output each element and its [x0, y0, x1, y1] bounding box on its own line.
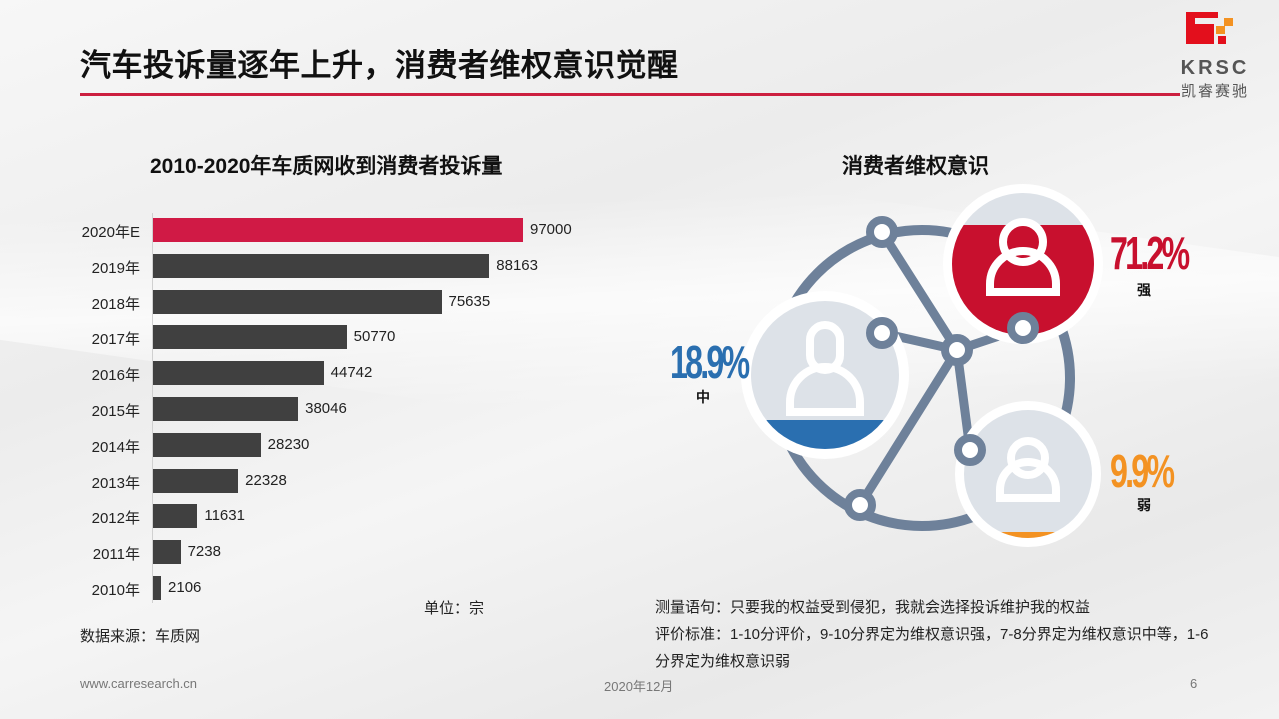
weak-avatar-circle: [955, 401, 1101, 547]
bar: [153, 468, 239, 493]
bar-value-label: 44742: [330, 364, 373, 382]
medium-percentage: 18.9%: [670, 336, 750, 388]
bar-row: 2012年 11631: [60, 499, 620, 535]
bar-value-label: 28230: [267, 435, 310, 453]
footer-date: 2020年12月: [604, 679, 674, 694]
awareness-chart-title: 消费者维权意识: [842, 155, 989, 178]
bar-row: 2013年 22328: [60, 464, 620, 500]
bar-row: 2018年 75635: [60, 285, 620, 321]
footer-url: www.carresearch.cn: [80, 676, 198, 691]
bar-category-label: 2011年: [92, 546, 140, 564]
bar-value-label: 50770: [353, 328, 396, 346]
data-source: 数据来源：车质网: [80, 628, 201, 645]
bar-category-label: 2014年: [91, 438, 140, 456]
complaints-bar-chart: 2020年E 97000 2019年 88163 2018年 75635 2017年 5077…: [60, 213, 620, 608]
bar-row: 2017年 50770: [60, 320, 620, 356]
bar: [153, 253, 490, 278]
bar-value-label: 7238: [187, 543, 221, 561]
logo-text: KRSC: [1180, 57, 1250, 79]
bar-value-label: 11631: [204, 507, 245, 525]
bar-row: 2011年 7238: [60, 535, 620, 571]
title-divider: [80, 93, 1180, 96]
bar-row: 2020年E 97000: [60, 213, 620, 249]
page-title: 汽车投诉量逐年上升，消费者维权意识觉醒: [80, 48, 679, 83]
bar-value-label: 75635: [448, 292, 491, 310]
weak-label: 弱: [1137, 497, 1151, 513]
strong-label: 强: [1137, 282, 1151, 298]
bar-value-label: 2106: [168, 579, 202, 596]
bar-category-label: 2020年E: [81, 224, 140, 241]
bar-value-label: 97000: [530, 221, 572, 238]
bar: [153, 289, 442, 314]
network-illustration: [741, 184, 1103, 547]
krsc-logo: KRSC 凯睿赛驰: [1160, 10, 1270, 100]
bar-category-label: 2017年: [91, 331, 140, 349]
bar-category-label: 2019年: [91, 259, 140, 277]
bar: [153, 361, 324, 386]
bar-category-label: 2013年: [91, 474, 140, 492]
unit-label: 单位：宗: [424, 600, 485, 617]
bar-row: 2015年 38046: [60, 392, 620, 428]
bar-row: 2019年 88163: [60, 249, 620, 285]
bar-category-label: 2015年: [91, 403, 140, 420]
bar-category-label: 2018年: [91, 295, 140, 313]
bar: [153, 397, 299, 421]
bar-category-label: 2012年: [91, 510, 140, 528]
bar-row: 2016年 44742: [60, 356, 620, 392]
measurement-notes: 测量语句：只要我的权益受到侵犯，我就会选择投诉维护我的权益 评价标准：1-10分…: [655, 594, 1215, 675]
bar: [153, 432, 261, 457]
strong-avatar-circle: [943, 184, 1103, 344]
bar-value-label: 38046: [305, 400, 347, 417]
medium-avatar-circle: [741, 291, 909, 459]
bar: [153, 504, 198, 529]
weak-percentage: 9.9%: [1110, 445, 1175, 497]
bar-row: 2010年 2106: [60, 571, 620, 607]
bar: [153, 540, 181, 565]
bar-value-label: 88163: [496, 256, 538, 274]
awareness-graphic: 71.2% 强 18.9% 中 9.9% 弱: [660, 180, 1220, 580]
bar-category-label: 2016年: [91, 367, 140, 385]
logo-subtext: 凯睿赛驰: [1180, 83, 1249, 100]
logo-mark-icon: [1186, 12, 1233, 44]
page-number: 6: [1190, 676, 1198, 691]
bar: [153, 325, 347, 350]
strong-percentage: 71.2%: [1110, 227, 1190, 279]
bar-chart-title: 2010-2020年车质网收到消费者投诉量: [150, 155, 503, 178]
medium-label: 中: [696, 389, 710, 405]
bar: [153, 576, 162, 600]
category-axis: [152, 213, 153, 603]
bar-category-label: 2010年: [91, 582, 140, 599]
measurement-statement: 测量语句：只要我的权益受到侵犯，我就会选择投诉维护我的权益: [655, 599, 1091, 616]
bar-row: 2014年 28230: [60, 428, 620, 464]
bar-value-label: 22328: [245, 471, 287, 489]
evaluation-criteria: 评价标准：1-10分评价，9-10分界定为维权意识强，7-8分界定为维权意识中等…: [655, 626, 1209, 670]
bar: [153, 218, 523, 242]
